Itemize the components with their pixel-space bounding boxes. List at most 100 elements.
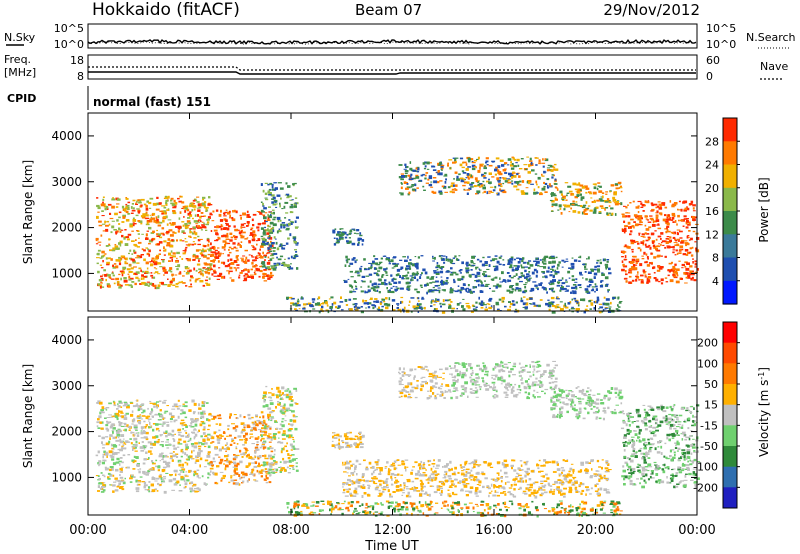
power-echo-cell [605, 307, 609, 309]
power-echo-cell [490, 305, 493, 308]
velocity-echo-cell [180, 471, 183, 473]
velocity-echo-cell [158, 430, 160, 432]
velocity-echo-cell [267, 425, 270, 427]
power-echo-cell [240, 226, 243, 229]
velocity-echo-cell [192, 449, 195, 452]
power-echo-cell [546, 185, 549, 188]
velocity-echo-cell [228, 463, 231, 465]
power-echo-cell [685, 253, 689, 256]
velocity-echo-cell [97, 462, 99, 465]
power-echo-cell [695, 247, 698, 250]
power-echo-cell [247, 268, 250, 272]
power-echo-cell [164, 196, 169, 199]
power-echo-cell [329, 306, 333, 309]
velocity-echo-cell [260, 475, 263, 478]
power-echo-cell [444, 299, 449, 302]
power-echo-cell [517, 164, 520, 167]
power-echo-cell [151, 257, 155, 260]
power-echo-cell [677, 209, 682, 211]
velocity-echo-cell [110, 443, 113, 447]
power-echo-cell [676, 232, 679, 236]
power-echo-cell [162, 266, 166, 270]
power-echo-cell [513, 275, 516, 277]
velocity-echo-cell [281, 438, 286, 440]
power-echo-cell [297, 298, 299, 301]
power-echo-cell [133, 272, 135, 275]
velocity-echo-cell [169, 475, 172, 477]
power-echo-cell [289, 233, 292, 237]
power-echo-cell [178, 281, 182, 284]
power-echo-cell [192, 205, 197, 208]
power-echo-cell [640, 206, 644, 208]
velocity-echo-cell [124, 414, 127, 417]
power-echo-cell [288, 268, 291, 270]
power-echo-cell [111, 220, 115, 222]
power-echo-cell [440, 164, 445, 167]
velocity-echo-cell [241, 428, 246, 431]
power-echo-cell [606, 212, 609, 215]
power-echo-cell [656, 245, 661, 248]
velocity-echo-cell [407, 385, 410, 388]
power-echo-cell [359, 269, 362, 273]
power-echo-cell [671, 216, 675, 220]
velocity-echo-cell [143, 472, 146, 475]
velocity-echo-cell [176, 407, 180, 410]
velocity-echo-cell [269, 464, 273, 468]
velocity-echo-cell [114, 477, 118, 480]
power-echo-cell [514, 308, 517, 311]
power-echo-cell [179, 195, 182, 198]
velocity-echo-cell [234, 425, 239, 428]
power-echo-cell [352, 291, 357, 293]
power-echo-cell [511, 156, 515, 158]
power-echo-cell [124, 236, 127, 238]
velocity-echo-cell [359, 446, 364, 449]
power-echo-cell [440, 276, 443, 278]
velocity-echo-cell [253, 479, 257, 481]
power-echo-cell [554, 178, 557, 181]
velocity-echo-cell [266, 427, 269, 430]
velocity-echo-cell [157, 465, 161, 469]
power-echo-cell [362, 299, 364, 303]
velocity-echo-cell [157, 439, 160, 441]
power-colorbar-swatch [723, 280, 737, 305]
power-echo-cell [222, 253, 224, 255]
velocity-echo-cell [180, 409, 184, 412]
velocity-echo-cell [191, 444, 194, 448]
power-echo-cell [635, 278, 638, 282]
power-echo-cell [555, 256, 558, 259]
velocity-echo-region [398, 365, 451, 400]
power-echo-cell [467, 176, 470, 178]
power-echo-cell [275, 241, 278, 245]
power-echo-cell [612, 196, 616, 200]
power-echo-cell [414, 183, 417, 187]
power-echo-cell [584, 212, 587, 214]
power-echo-cell [164, 248, 167, 252]
power-echo-cell [694, 216, 697, 219]
power-echo-cell [636, 274, 639, 276]
power-echo-cell [393, 277, 395, 279]
power-echo-cell [354, 303, 358, 305]
power-echo-cell [593, 208, 597, 210]
power-echo-cell [267, 252, 271, 254]
power-echo-cell [240, 230, 243, 234]
velocity-echo-cell [182, 422, 186, 424]
velocity-echo-cell [123, 423, 127, 426]
nsearch-line [87, 41, 698, 45]
velocity-echo-cell [420, 383, 423, 386]
velocity-echo-cell [342, 441, 345, 444]
velocity-echo-cell [122, 426, 127, 427]
power-echo-cell [665, 230, 668, 234]
power-echo-cell [397, 273, 400, 276]
velocity-echo-cell [238, 483, 241, 486]
power-echo-cell [537, 264, 540, 267]
power-echo-cell [327, 310, 330, 314]
power-echo-cell [136, 208, 140, 210]
velocity-echo-cell [151, 409, 154, 412]
velocity-echo-cell [207, 476, 210, 479]
power-echo-cell [510, 167, 515, 170]
power-echo-cell [164, 284, 168, 286]
power-echo-cell [549, 283, 553, 286]
velocity-echo-cell [201, 443, 205, 446]
power-echo-cell [496, 177, 500, 181]
